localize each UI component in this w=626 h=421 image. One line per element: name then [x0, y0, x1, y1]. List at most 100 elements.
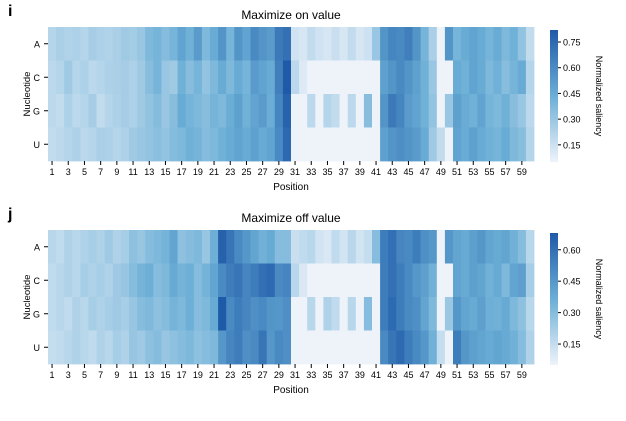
heatmap-cell: [299, 127, 308, 162]
heatmap-cell: [469, 297, 478, 331]
heatmap-cell: [493, 127, 502, 162]
x-tick-label: 1: [50, 167, 55, 177]
heatmap-cell: [363, 330, 373, 365]
heatmap-cell: [363, 230, 373, 264]
heatmap-cell: [56, 127, 65, 162]
x-tick-label: 57: [501, 370, 511, 380]
heatmap-cell: [48, 230, 57, 264]
x-tick-label: 23: [225, 167, 235, 177]
heatmap-cell: [120, 127, 130, 162]
heatmap-cell: [315, 60, 324, 95]
x-tick-label: 5: [82, 370, 87, 380]
heatmap-cell: [372, 60, 381, 95]
heatmap-cell: [477, 330, 486, 365]
heatmap-cell: [388, 94, 397, 128]
heatmap-cell: [453, 94, 462, 128]
heatmap-cell: [347, 263, 357, 298]
heatmap-cell: [453, 60, 462, 95]
heatmap-cell: [104, 127, 114, 162]
x-tick-label: 59: [517, 370, 527, 380]
heatmap-cell: [477, 127, 486, 162]
x-tick-label: 45: [403, 370, 413, 380]
heatmap-cell: [420, 60, 430, 95]
heatmap-cell: [291, 330, 300, 365]
x-tick-label: 53: [468, 167, 478, 177]
heatmap-cell: [185, 127, 195, 162]
heatmap-cell: [355, 263, 365, 298]
heatmap-cell: [388, 60, 397, 95]
heatmap-cell: [153, 94, 162, 128]
heatmap-cell: [388, 263, 397, 298]
colorbar-tick-label: 0.60: [563, 245, 581, 255]
heatmap-cell: [234, 330, 243, 365]
heatmap-cell: [185, 230, 195, 264]
heatmap-cell: [185, 60, 195, 95]
heatmap-cell: [258, 127, 268, 162]
heatmap-cell: [347, 330, 357, 365]
x-tick-label: 15: [160, 167, 170, 177]
heatmap-cell: [145, 330, 154, 365]
heatmap-cell: [137, 297, 146, 331]
heatmap-cell: [380, 60, 389, 95]
colorbar-tick-label: 0.45: [563, 89, 581, 99]
heatmap-cell: [242, 263, 251, 298]
heatmap-cell: [169, 330, 178, 365]
heatmap-cell: [177, 263, 187, 298]
x-tick-label: 47: [420, 167, 430, 177]
heatmap-cell: [323, 127, 332, 162]
heatmap-cell: [48, 94, 57, 128]
heatmap-cell: [396, 127, 405, 162]
panel-letter: j: [7, 206, 12, 223]
heatmap-cell: [242, 127, 251, 162]
y-tick-label: U: [34, 140, 41, 150]
heatmap-cell: [137, 127, 146, 162]
heatmap-cell: [234, 127, 243, 162]
heatmap-cell: [72, 297, 81, 331]
heatmap-cell: [250, 60, 259, 95]
heatmap-cell: [120, 330, 130, 365]
heatmap-cell: [323, 94, 332, 128]
x-tick-label: 41: [371, 167, 381, 177]
heatmap-cell: [137, 60, 146, 95]
heatmap-cell: [282, 297, 292, 331]
heatmap-cell: [363, 94, 373, 128]
heatmap-cell: [412, 297, 421, 331]
x-tick-label: 5: [82, 167, 87, 177]
heatmap-cell: [501, 94, 511, 128]
heatmap-cell: [129, 27, 138, 61]
heatmap-cell: [185, 263, 195, 298]
heatmap-cell: [218, 27, 227, 61]
heatmap-cell: [372, 263, 381, 298]
heatmap-cell: [347, 27, 357, 61]
heatmap-cell: [339, 263, 349, 298]
heatmap-cell: [72, 60, 81, 95]
panel-letter: i: [8, 3, 12, 20]
heatmap-cell: [250, 263, 259, 298]
heatmap-cell: [274, 330, 284, 365]
heatmap-cell: [274, 230, 284, 264]
heatmap-cell: [363, 60, 373, 95]
heatmap-cell: [266, 27, 276, 61]
x-tick-label: 49: [436, 167, 446, 177]
heatmap-cell: [453, 297, 462, 331]
heatmap-cell: [104, 94, 114, 128]
heatmap-cell: [129, 94, 138, 128]
y-axis-label: Nucleotide: [22, 275, 33, 320]
heatmap-cell: [412, 230, 421, 264]
heatmap-cell: [363, 263, 373, 298]
heatmap-cell: [461, 94, 470, 128]
heatmap-cell: [380, 263, 389, 298]
heatmap-cell: [517, 60, 527, 95]
heatmap-cell: [242, 297, 251, 331]
heatmap-cell: [517, 297, 527, 331]
heatmap-cell: [331, 94, 340, 128]
heatmap-cell: [444, 60, 454, 95]
heatmap-cell: [493, 297, 502, 331]
heatmap-cell: [48, 60, 57, 95]
heatmap-cell: [363, 27, 373, 61]
heatmap-cell: [201, 27, 211, 61]
heatmap-cell: [218, 263, 227, 298]
heatmap-cell: [137, 27, 146, 61]
x-tick-label: 43: [387, 370, 397, 380]
heatmap-cell: [218, 127, 227, 162]
